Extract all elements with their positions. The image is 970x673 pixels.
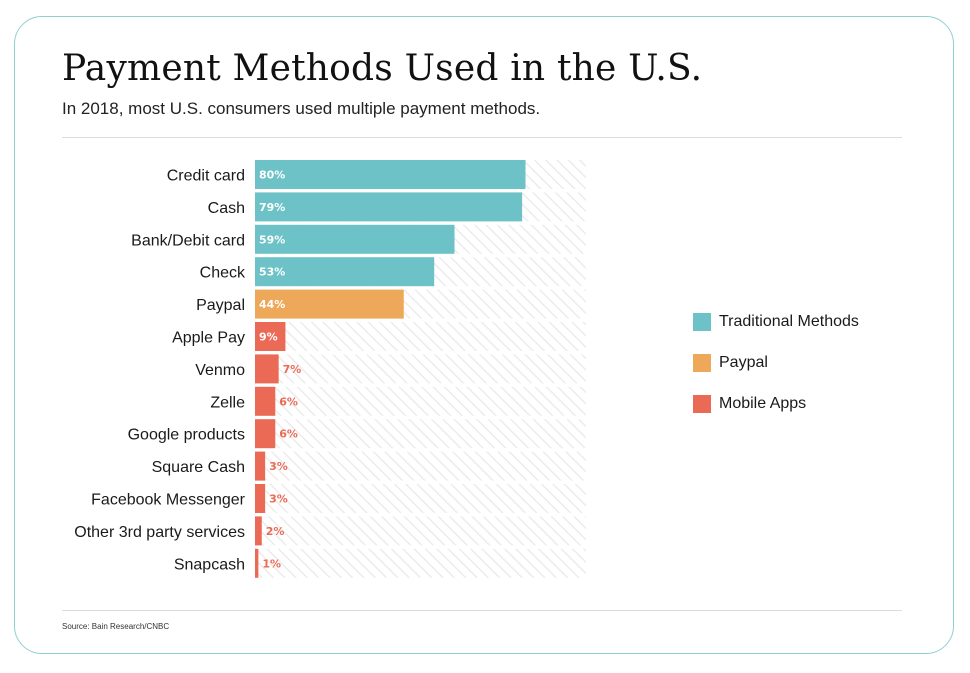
category-label-zelle: Zelle <box>210 394 245 411</box>
bar-paypal <box>255 289 404 319</box>
value-label-apple-pay: 9% <box>259 331 278 344</box>
value-label-check: 53% <box>259 266 285 279</box>
bar-zelle <box>255 386 276 416</box>
bar-track-other-3rd-party-services <box>255 516 586 546</box>
bar-google-products <box>255 419 276 449</box>
legend-item-mobile: Mobile Apps <box>693 394 859 414</box>
value-label-square-cash: 3% <box>269 460 288 473</box>
bar-track-facebook-messenger <box>255 484 586 513</box>
category-label-venmo: Venmo <box>195 362 245 379</box>
category-label-google-products: Google products <box>128 427 245 444</box>
bar-track-venmo <box>255 354 586 384</box>
bar-apple-pay <box>255 322 286 351</box>
category-label-bank-debit-card: Bank/Debit card <box>131 232 245 249</box>
value-label-credit-card: 80% <box>259 169 285 182</box>
bar-track-apple-pay <box>255 322 586 351</box>
bar-credit-card <box>255 160 526 189</box>
category-label-check: Check <box>200 265 246 282</box>
category-label-other-3rd-party-services: Other 3rd party services <box>74 524 245 541</box>
category-label-paypal: Paypal <box>196 297 245 314</box>
bar-track-google-products <box>255 419 586 449</box>
bar-bank-debit-card <box>255 224 455 254</box>
bar-check <box>255 257 435 287</box>
value-label-paypal: 44% <box>259 298 285 311</box>
legend-item-paypal: Paypal <box>693 353 859 373</box>
legend-swatch-mobile <box>693 395 711 413</box>
bar-track-zelle <box>255 386 586 416</box>
legend-item-traditional: Traditional Methods <box>693 312 859 332</box>
bar-venmo <box>255 354 279 384</box>
bar-cash <box>255 192 523 222</box>
bottom-divider <box>62 610 902 611</box>
legend-label-paypal: Paypal <box>719 354 768 371</box>
value-label-facebook-messenger: 3% <box>269 493 288 506</box>
legend-swatch-traditional <box>693 313 711 331</box>
value-label-zelle: 6% <box>279 395 298 408</box>
category-label-facebook-messenger: Facebook Messenger <box>91 492 246 509</box>
category-label-square-cash: Square Cash <box>152 459 245 476</box>
legend-label-traditional: Traditional Methods <box>719 313 859 330</box>
bar-facebook-messenger <box>255 484 266 513</box>
category-label-snapcash: Snapcash <box>174 556 245 573</box>
value-label-bank-debit-card: 59% <box>259 233 285 246</box>
bar-other-3rd-party-services <box>255 516 262 546</box>
chart-legend: Traditional Methods Paypal Mobile Apps <box>693 312 859 435</box>
page-title: Payment Methods Used in the U.S. <box>62 48 703 89</box>
legend-label-mobile: Mobile Apps <box>719 395 807 412</box>
value-label-other-3rd-party-services: 2% <box>266 525 285 538</box>
category-label-apple-pay: Apple Pay <box>172 330 245 347</box>
source-note: Source: Bain Research/CNBC <box>62 622 170 631</box>
bar-track-snapcash <box>255 548 586 578</box>
value-label-cash: 79% <box>259 201 285 214</box>
legend-swatch-paypal <box>693 354 711 372</box>
value-label-snapcash: 1% <box>262 557 281 570</box>
category-label-credit-card: Credit card <box>167 168 245 185</box>
bar-square-cash <box>255 451 266 481</box>
bar-snapcash <box>255 548 259 578</box>
bar-track-square-cash <box>255 451 586 481</box>
top-divider <box>62 137 902 138</box>
value-label-venmo: 7% <box>283 363 302 376</box>
chart-subtitle: In 2018, most U.S. consumers used multip… <box>62 99 541 118</box>
category-label-cash: Cash <box>208 200 245 217</box>
value-label-google-products: 6% <box>279 428 298 441</box>
